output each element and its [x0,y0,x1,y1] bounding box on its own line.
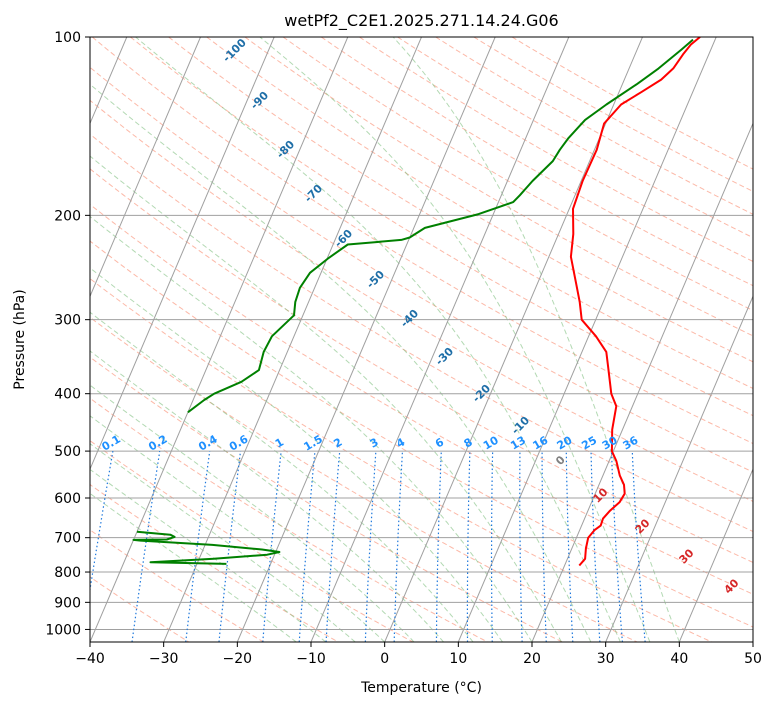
dry-adiabat [90,133,753,533]
y-axis: 100 200 300 400 500 600 700 800 900 1000 [45,30,90,638]
x-tick-label: −20 [223,651,253,667]
dry-adiabat [90,278,712,642]
moist-adiabat [90,443,356,642]
dry-adiabat [206,37,753,363]
dry-adiabat [90,316,638,642]
dry-adiabat [168,37,753,389]
dry-adiabat [90,99,753,502]
plot-frame [89,36,754,643]
dry-adiabat [90,397,488,642]
moist-adiabat [90,350,444,642]
x-axis-title: Temperature (°C) [360,680,482,696]
isotherm [457,37,717,642]
dry-adiabat [320,37,753,287]
dry-adiabat [90,576,190,642]
dry-adiabat [90,240,753,628]
dry-adiabat [90,66,753,473]
dry-adiabat [90,483,339,642]
x-tick-label: −10 [296,651,326,667]
x-tick-label: −30 [149,651,179,667]
moist-adiabat [90,415,386,642]
isotherm [90,37,349,642]
dry-adiabat [244,37,753,337]
isotherm [531,122,753,642]
mixing-ratio-line [631,451,646,642]
dry-adiabat [90,356,563,642]
y-tick-label: 300 [54,313,81,329]
y-tick-label: 1000 [45,622,81,638]
moist-adiabat [90,311,474,642]
series-group [132,37,701,567]
isotherm [163,37,422,642]
x-tick-label: −40 [75,651,105,667]
isotherm [90,37,201,298]
x-tick-label: 10 [449,651,467,667]
x-axis: −40 −30 −20 −10 0 10 20 30 40 50 [75,642,762,667]
isotherm [310,37,570,642]
y-tick-label: 400 [54,387,81,403]
isotherm [90,37,275,471]
mixing-ratio-line [131,451,161,642]
mixing-ratio-line [185,451,211,642]
y-tick-label: 900 [54,595,81,611]
dry-adiabat [90,203,753,595]
y-axis-title: Pressure (hPa) [12,289,28,389]
mixing-ratio-line [298,451,316,642]
moist-adiabat [90,468,327,642]
isotherm [236,37,496,642]
isotherm [678,467,753,642]
x-tick-label: 40 [670,651,688,667]
y-tick-label: 600 [54,491,81,507]
x-tick-label: 50 [744,651,762,667]
x-tick-label: 30 [597,651,615,667]
temperature-line [569,37,701,567]
moist-adiabat [135,37,621,642]
y-tick-label: 100 [54,30,81,46]
dry-adiabat [90,529,264,642]
y-tick-label: 800 [54,565,81,581]
x-tick-label: 20 [523,651,541,667]
dewpoint-line [132,530,281,565]
mixing-ratio-line [218,451,242,642]
y-tick-label: 500 [54,444,81,460]
moist-adiabat [90,215,533,642]
isotherm [605,295,753,642]
dry-adiabat [91,37,753,445]
y-tick-label: 200 [54,208,81,224]
moist-adiabat [90,83,592,642]
x-tick-label: 0 [380,651,389,667]
moist-adiabat [90,267,503,642]
dewpoint_upper-line [187,38,694,414]
mixing-ratio-line [262,451,282,642]
chart-title: wetPf2_C2E1.2025.271.14.24.G06 [284,11,558,31]
y-tick-label: 700 [54,531,81,547]
moist-adiabat [90,155,562,642]
